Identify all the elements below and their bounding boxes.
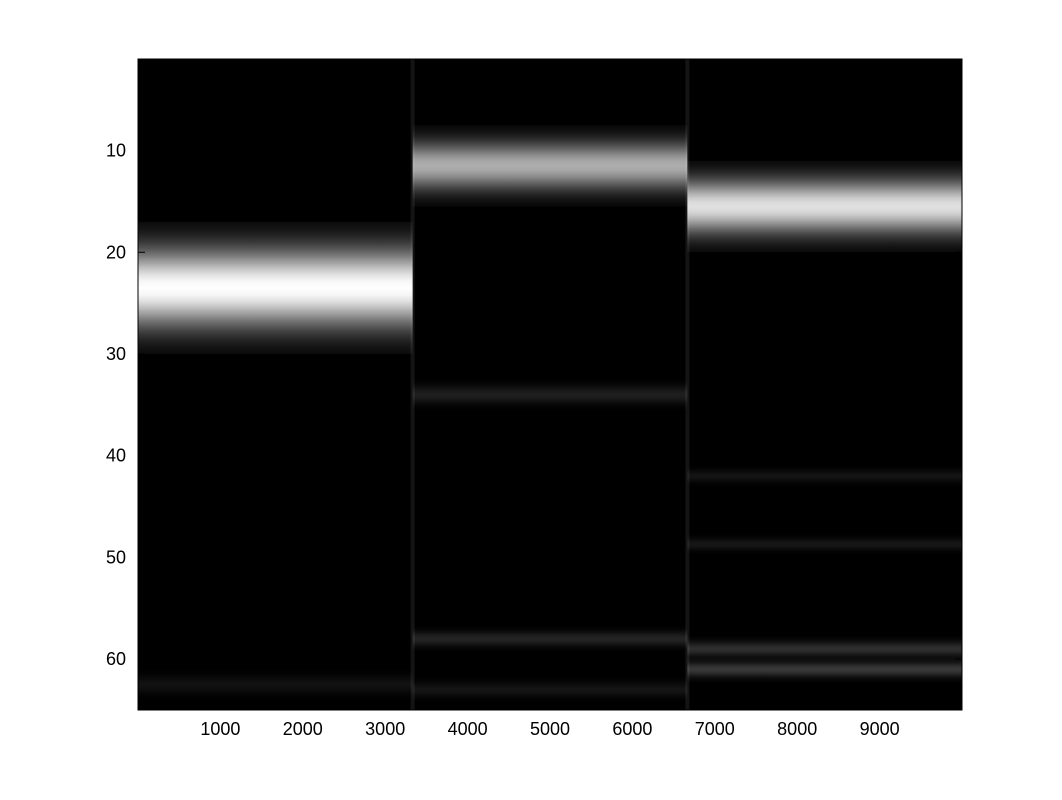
heatmap-band xyxy=(412,676,688,703)
heatmap-band xyxy=(412,379,688,410)
x-tick-label: 9000 xyxy=(860,719,900,739)
heatmap-band xyxy=(138,669,413,700)
y-tick-label: 60 xyxy=(106,649,126,669)
x-tick-label: 4000 xyxy=(448,719,488,739)
heatmap-band xyxy=(687,656,962,683)
y-tick-label: 20 xyxy=(106,242,126,262)
segment-boundary xyxy=(685,59,690,710)
y-tick-label: 40 xyxy=(106,446,126,466)
y-axis: 10 20 30 40 50 60 xyxy=(106,141,962,669)
segment-boundary xyxy=(410,59,415,710)
x-tick-label: 6000 xyxy=(612,719,652,739)
y-tick-label: 30 xyxy=(106,344,126,364)
plot-frame xyxy=(137,58,963,711)
x-axis: 1000 2000 3000 4000 5000 6000 7000 8000 9000 xyxy=(200,59,900,739)
x-tick-label: 5000 xyxy=(530,719,570,739)
x-tick-label: 1000 xyxy=(200,719,240,739)
heatmap-band xyxy=(412,626,688,652)
x-tick-label: 8000 xyxy=(777,719,817,739)
heatmap-band xyxy=(687,160,962,253)
x-tick-label: 3000 xyxy=(365,719,405,739)
y-tick-label: 10 xyxy=(106,141,126,161)
x-tick-label: 7000 xyxy=(695,719,735,739)
heatmap-band xyxy=(412,125,688,207)
y-tick-label: 50 xyxy=(106,547,126,567)
heatmap-band xyxy=(138,221,413,354)
heatmap-band xyxy=(687,465,962,487)
x-tick-label: 2000 xyxy=(283,719,323,739)
heatmap-band xyxy=(687,534,962,555)
plot-area xyxy=(138,59,962,710)
